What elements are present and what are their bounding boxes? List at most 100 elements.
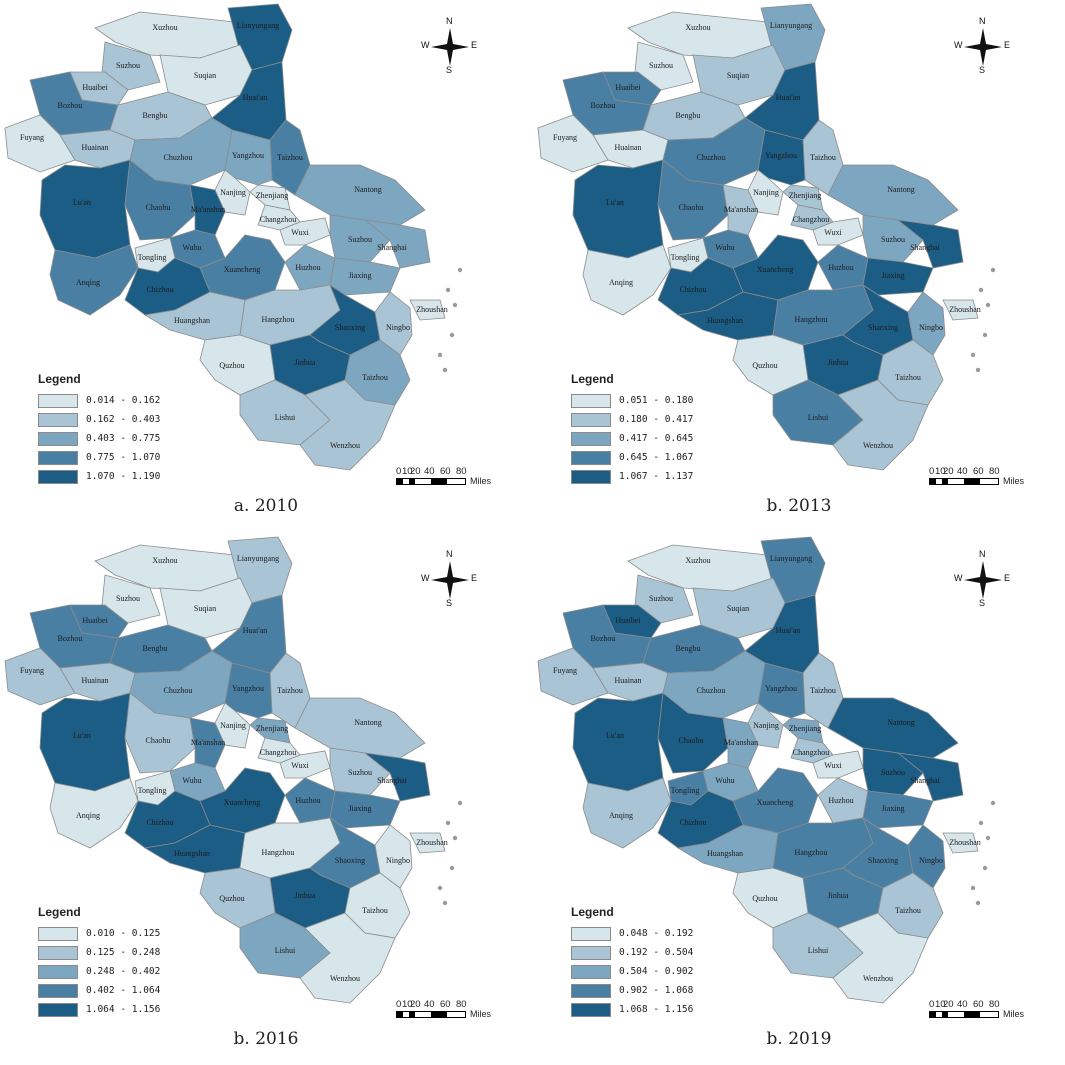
region-label: Lianyungang — [770, 554, 812, 563]
region-label: Taizhou — [362, 373, 388, 382]
scale-tick-label: 10 — [402, 466, 413, 477]
region-label: Wuxi — [291, 228, 309, 237]
region-label: Shaoxing — [335, 856, 365, 865]
island-mark — [978, 820, 984, 826]
region-label: Xuzhou — [152, 556, 177, 565]
scale-unit-label: Miles — [1003, 1009, 1025, 1019]
region-label: Bozhou — [591, 634, 616, 643]
legend-label: 0.417 - 0.645 — [619, 433, 694, 444]
island-mark — [990, 800, 996, 806]
region-label: Suzhou — [881, 768, 905, 777]
island-mark — [442, 367, 448, 373]
compass-e-label: E — [1004, 40, 1011, 50]
scale-tick-label: 20 — [943, 466, 954, 477]
region-label: Ma'anshan — [724, 738, 758, 747]
region-label: Zhoushan — [949, 305, 981, 314]
legend-title: Legend — [38, 905, 81, 919]
region-label: Huaibei — [82, 83, 108, 92]
island-mark — [975, 900, 981, 906]
region-label: Bengbu — [676, 111, 701, 120]
legend-label: 1.068 - 1.156 — [619, 1004, 694, 1015]
region-label: Taizhou — [277, 153, 303, 162]
legend-label: 0.162 - 0.403 — [86, 414, 161, 425]
region-label: Lianyungang — [237, 21, 279, 30]
region-label: Suzhou — [881, 235, 905, 244]
region-label: Chuzhou — [164, 153, 193, 162]
region-label: Changzhou — [260, 748, 296, 757]
region-label: Ningbo — [386, 856, 410, 865]
legend-label: 0.014 - 0.162 — [86, 395, 161, 406]
region-label: Jinhua — [828, 358, 849, 367]
island-mark — [449, 865, 455, 871]
island-mark — [449, 332, 455, 338]
region-label: Zhoushan — [416, 838, 448, 847]
legend-item: 1.070 - 1.190 — [38, 467, 160, 486]
region-label: Jiaxing — [348, 804, 371, 813]
region-label: Wuxi — [824, 761, 842, 770]
legend-swatch — [38, 450, 78, 465]
region-label: Anqing — [76, 811, 100, 820]
region-label: Wenzhou — [330, 974, 360, 983]
region-label: Nantong — [887, 718, 915, 727]
region-label: Huaibei — [82, 616, 108, 625]
region-label: Wuxi — [824, 228, 842, 237]
region-label: Zhenjiang — [789, 191, 821, 200]
compass-n-label: N — [979, 549, 986, 559]
region-shanghai — [363, 219, 431, 269]
scale-tick-label: 40 — [957, 999, 968, 1010]
region-label: Xuzhou — [685, 556, 710, 565]
region-label: Chizhou — [146, 285, 173, 294]
legend-swatch — [571, 412, 611, 427]
region-label: Shaoxing — [868, 856, 898, 865]
island-mark — [970, 352, 976, 358]
legend-swatch — [38, 1002, 78, 1017]
region-label: Suzhou — [116, 61, 140, 70]
legend-item: 1.067 - 1.137 — [571, 467, 693, 486]
region-zhoushan — [409, 299, 446, 321]
region-shanghai — [896, 752, 964, 802]
legend-swatch — [38, 412, 78, 427]
legend-swatch — [38, 393, 78, 408]
region-label: Huainan — [614, 676, 641, 685]
region-label: Taizhou — [810, 153, 836, 162]
region-label: Ma'anshan — [191, 738, 225, 747]
compass-star-icon — [431, 28, 469, 66]
legend-label: 1.067 - 1.137 — [619, 471, 694, 482]
region-anqing — [582, 777, 672, 849]
compass-e-label: E — [471, 40, 478, 50]
region-label: Nanjing — [753, 188, 779, 197]
scale-bar: 0 10 20 40 60 80 Miles — [396, 999, 491, 1019]
region-label: Jiaxing — [881, 804, 904, 813]
legend-swatch — [571, 1002, 611, 1017]
scale-tick-label: 60 — [973, 466, 984, 477]
island-mark — [442, 900, 448, 906]
compass-s-label: S — [446, 65, 453, 75]
legend-label: 0.902 - 1.068 — [619, 985, 694, 996]
compass-s-label: S — [979, 65, 986, 75]
scale-tick-label: 0 — [929, 999, 935, 1010]
region-label: Zhenjiang — [256, 724, 288, 733]
region-chaohu — [124, 159, 196, 241]
compass-n-label: N — [446, 16, 453, 26]
region-wenzhou — [299, 379, 396, 471]
region-label: Xuzhou — [685, 23, 710, 32]
legend-item: 0.180 - 0.417 — [571, 410, 693, 429]
region-zhoushan — [942, 832, 979, 854]
legend-swatch — [571, 926, 611, 941]
map-panel-2016: Xuzhou Lianyungang Suzhou Suqian Huaibei Bozh… — [0, 533, 532, 1065]
scale-tick-label: 80 — [456, 999, 467, 1010]
legend-swatch — [571, 945, 611, 960]
map-svg: Xuzhou Lianyungang Suzhou Suqian Huaibei Bozh… — [0, 0, 532, 532]
island-mark — [978, 287, 984, 293]
region-label: Fuyang — [20, 133, 44, 142]
region-label: Yangzhou — [765, 151, 797, 160]
legend-swatch — [571, 431, 611, 446]
legend-item: 0.417 - 0.645 — [571, 429, 693, 448]
region-label: Chuzhou — [697, 153, 726, 162]
scale-tick-label: 60 — [973, 999, 984, 1010]
region-anqing — [49, 244, 139, 316]
region-shanghai — [896, 219, 964, 269]
map-svg: Xuzhou Lianyungang Suzhou Suqian Huaibei Bozh… — [533, 533, 1065, 1065]
region-chaohu — [657, 692, 729, 774]
region-label: Suzhou — [649, 61, 673, 70]
